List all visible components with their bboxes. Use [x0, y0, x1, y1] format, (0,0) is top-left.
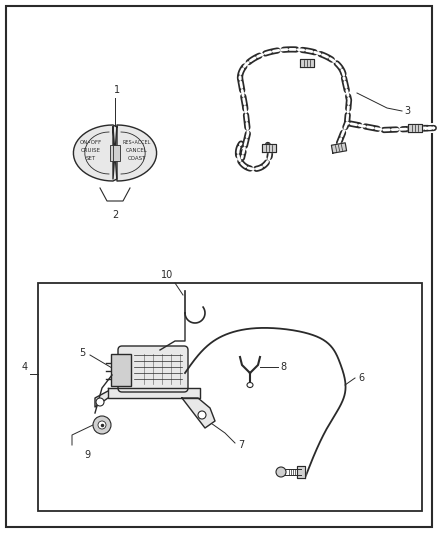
Bar — [38, 283, 422, 511]
Text: 4: 4 — [22, 362, 28, 372]
Text: 5: 5 — [79, 348, 85, 358]
Polygon shape — [95, 391, 108, 407]
Polygon shape — [182, 398, 215, 428]
Bar — [110, 145, 117, 161]
Circle shape — [96, 398, 104, 406]
Text: 9: 9 — [84, 450, 90, 460]
Text: 1: 1 — [114, 85, 120, 95]
Text: RES•ACCEL: RES•ACCEL — [123, 141, 151, 146]
Polygon shape — [74, 125, 117, 181]
Circle shape — [93, 416, 111, 434]
Text: CANCEL: CANCEL — [126, 149, 148, 154]
Ellipse shape — [247, 383, 253, 387]
Text: 6: 6 — [358, 373, 364, 383]
Text: 3: 3 — [404, 106, 410, 116]
Polygon shape — [262, 143, 276, 151]
Text: 8: 8 — [280, 362, 286, 372]
Polygon shape — [408, 124, 422, 132]
Text: ON•OFF: ON•OFF — [80, 141, 102, 146]
Text: CRUISE: CRUISE — [81, 149, 101, 154]
FancyBboxPatch shape — [118, 346, 188, 392]
Circle shape — [198, 411, 206, 419]
Polygon shape — [300, 59, 314, 67]
Circle shape — [276, 467, 286, 477]
Text: 2: 2 — [112, 210, 118, 220]
Polygon shape — [297, 466, 305, 478]
Text: COAST: COAST — [128, 157, 146, 161]
Text: 10: 10 — [161, 270, 173, 280]
Polygon shape — [332, 143, 346, 153]
Text: 7: 7 — [238, 440, 244, 450]
FancyBboxPatch shape — [111, 354, 131, 386]
Circle shape — [98, 421, 106, 429]
Bar — [113, 145, 120, 161]
Polygon shape — [113, 125, 156, 181]
Text: SET: SET — [86, 157, 96, 161]
Polygon shape — [108, 388, 200, 398]
